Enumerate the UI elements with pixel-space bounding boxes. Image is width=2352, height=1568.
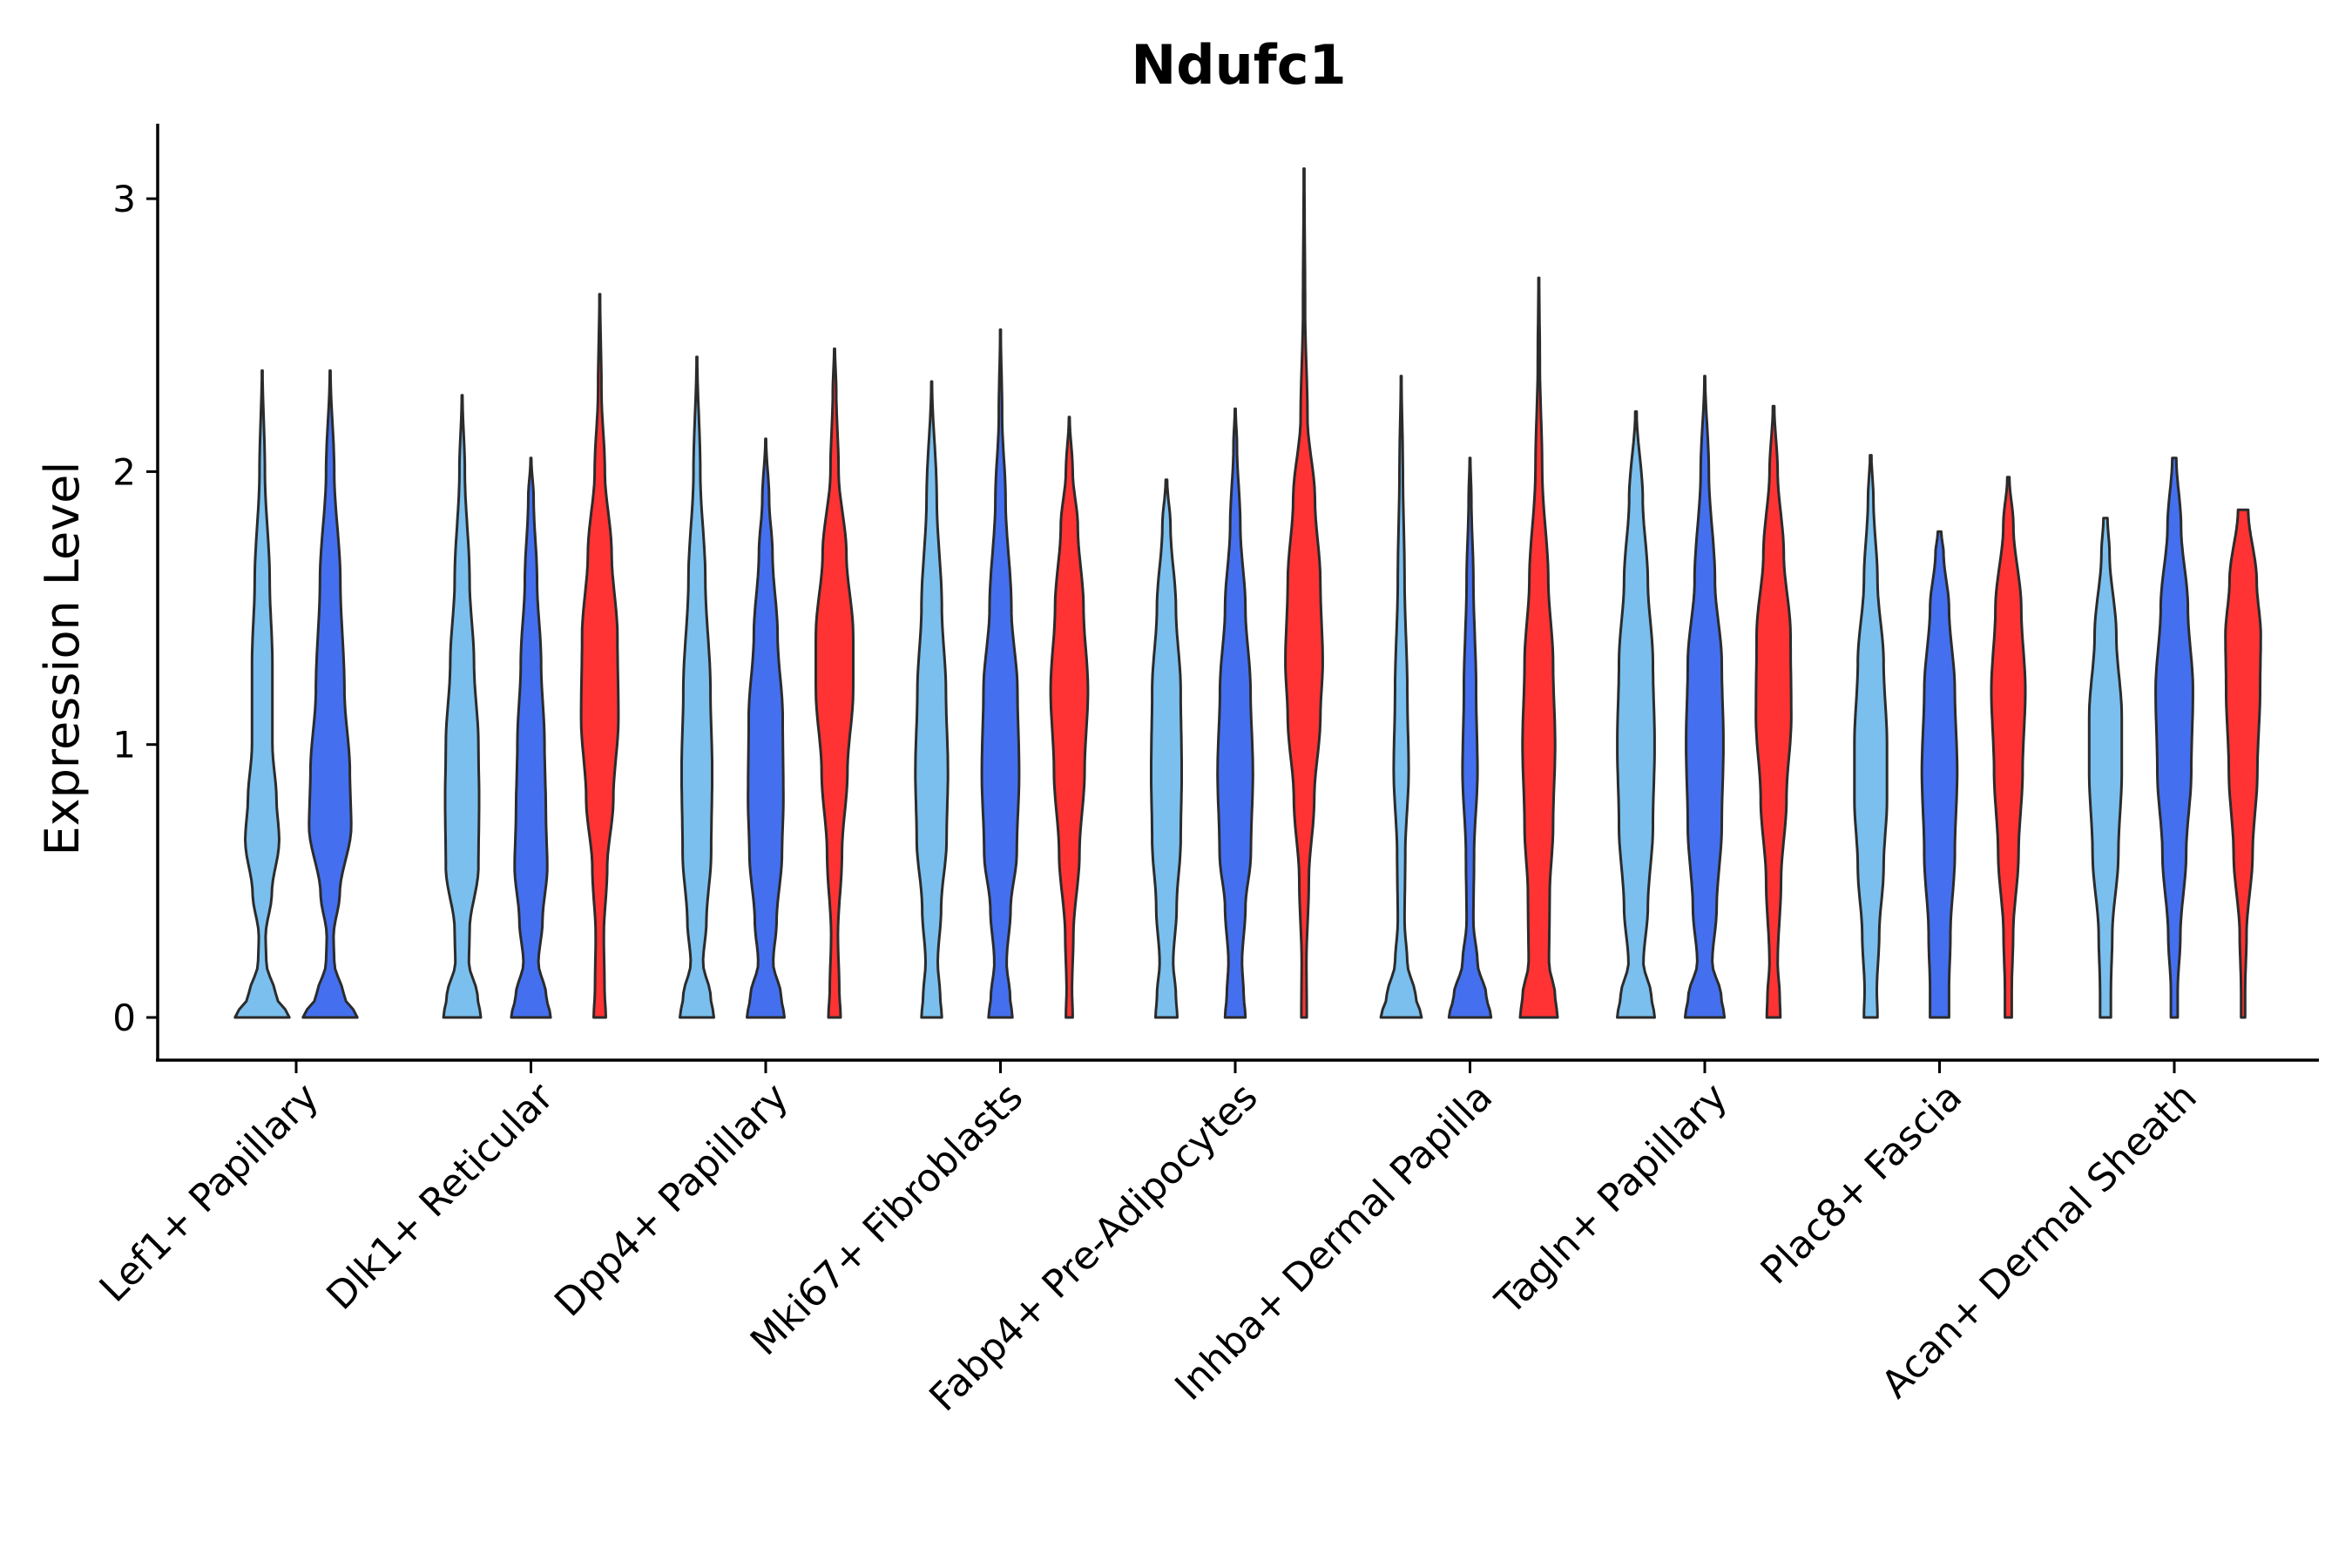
violin-6-1 xyxy=(1379,375,1423,1019)
violin-9-3 xyxy=(2224,508,2262,1019)
violin-3-3 xyxy=(814,347,855,1019)
violin-4-1 xyxy=(914,380,950,1019)
violin-2-2 xyxy=(510,456,552,1019)
violin-4-2 xyxy=(980,328,1021,1019)
violin-2-1 xyxy=(442,394,483,1019)
y-tick-label: 0 xyxy=(112,997,136,1039)
chart-title: Ndufc1 xyxy=(1131,33,1346,97)
violin-9-1 xyxy=(2087,517,2124,1019)
y-tick-label: 3 xyxy=(112,178,136,220)
violin-layer xyxy=(233,167,2262,1019)
violin-1-1 xyxy=(233,369,291,1019)
y-tick-label: 2 xyxy=(112,450,136,493)
x-tick-label: Dpp4+ Papillary xyxy=(546,1075,797,1326)
violin-7-1 xyxy=(1616,410,1656,1019)
violin-8-2 xyxy=(1920,530,1959,1019)
violin-6-2 xyxy=(1447,456,1493,1019)
violin-5-3 xyxy=(1284,167,1324,1019)
y-axis-label: Expression Level xyxy=(35,462,90,856)
violin-4-3 xyxy=(1049,416,1090,1019)
violin-7-2 xyxy=(1683,375,1727,1019)
violin-7-3 xyxy=(1754,404,1793,1019)
x-tick-label: Lef1+ Papillary xyxy=(91,1075,328,1311)
x-tick-label: Plac8+ Fascia xyxy=(1753,1075,1971,1294)
violin-5-2 xyxy=(1216,407,1254,1019)
axes xyxy=(156,124,2319,1062)
violin-3-2 xyxy=(746,437,786,1019)
violin-6-3 xyxy=(1518,276,1559,1019)
y-tick-label: 1 xyxy=(112,724,136,767)
violin-2-3 xyxy=(579,293,620,1019)
violin-9-2 xyxy=(2154,456,2194,1019)
violin-8-1 xyxy=(1853,454,1889,1019)
violin-1-2 xyxy=(301,369,359,1019)
y-ticks: 0 1 2 3 xyxy=(112,178,158,1039)
violin-8-3 xyxy=(1990,476,2027,1019)
violin-5-1 xyxy=(1150,478,1183,1019)
x-tick-label: Tagln+ Papillary xyxy=(1487,1075,1736,1324)
x-tick-label: Dlk1+ Reticular xyxy=(318,1074,563,1319)
violin-3-1 xyxy=(679,355,715,1019)
